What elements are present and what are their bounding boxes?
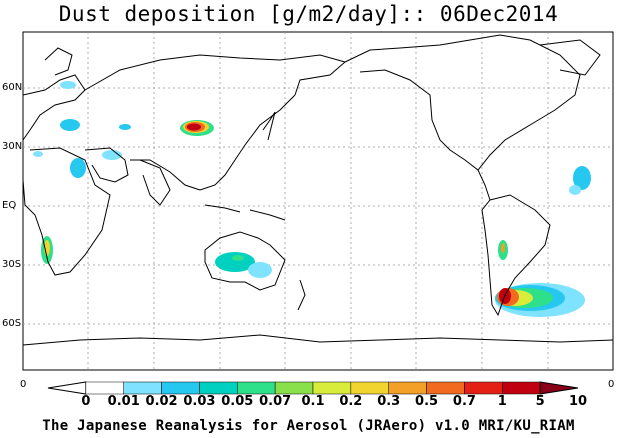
colorbar-label: 0.03 [183, 394, 216, 409]
colorbar-label: 0.05 [221, 394, 254, 409]
gridlines [23, 32, 613, 370]
colorbar-label: 0.7 [452, 394, 476, 409]
colorbar-box-2 [123, 381, 162, 395]
colorbar [47, 381, 579, 395]
colorbar-box-3 [161, 381, 200, 395]
colorbar-label: 0.1 [301, 394, 325, 409]
colorbar-label: 0.5 [415, 394, 439, 409]
colorbar-box-5 [237, 381, 276, 395]
credit-line: The Japanese Reanalysis for Aerosol (JRA… [42, 418, 575, 434]
map-frame [22, 31, 614, 371]
colorbar-box-11 [464, 381, 503, 395]
colorbar-label: 0.2 [339, 394, 363, 409]
lat-label-eq: EQ [2, 200, 17, 211]
colorbar-box-12 [502, 381, 541, 395]
colorbar-box-9 [388, 381, 427, 395]
colorbar-box-4 [199, 381, 238, 395]
colorbar-box-7 [312, 381, 352, 395]
dust-shading [33, 81, 591, 317]
coastlines [22, 34, 614, 346]
colorbar-label: 0.3 [377, 394, 401, 409]
colorbar-label: 5 [535, 394, 545, 409]
colorbar-box-8 [350, 381, 389, 395]
edge-label-left: 0 [20, 379, 27, 390]
lat-label-30n: 30N [2, 141, 23, 152]
colorbar-box-10 [426, 381, 465, 395]
edge-label-right: 0 [608, 379, 615, 390]
colorbar-label: 1 [497, 394, 507, 409]
colorbar-arrow-high [539, 381, 579, 395]
colorbar-arrow-low [47, 381, 87, 395]
colorbar-box-6 [274, 381, 314, 395]
colorbar-label: 0.02 [145, 394, 178, 409]
colorbar-label: 10 [568, 394, 588, 409]
colorbar-label: 0.07 [259, 394, 292, 409]
lat-label-60s: 60S [2, 318, 22, 329]
colorbar-label: 0 [81, 394, 91, 409]
lat-label-30s: 30S [2, 259, 22, 270]
colorbar-label: 0.01 [107, 394, 140, 409]
map-title: Dust deposition [g/m2/day]:: 06Dec2014 [58, 2, 559, 26]
colorbar-box-1 [85, 381, 124, 395]
lat-label-60n: 60N [2, 82, 23, 93]
